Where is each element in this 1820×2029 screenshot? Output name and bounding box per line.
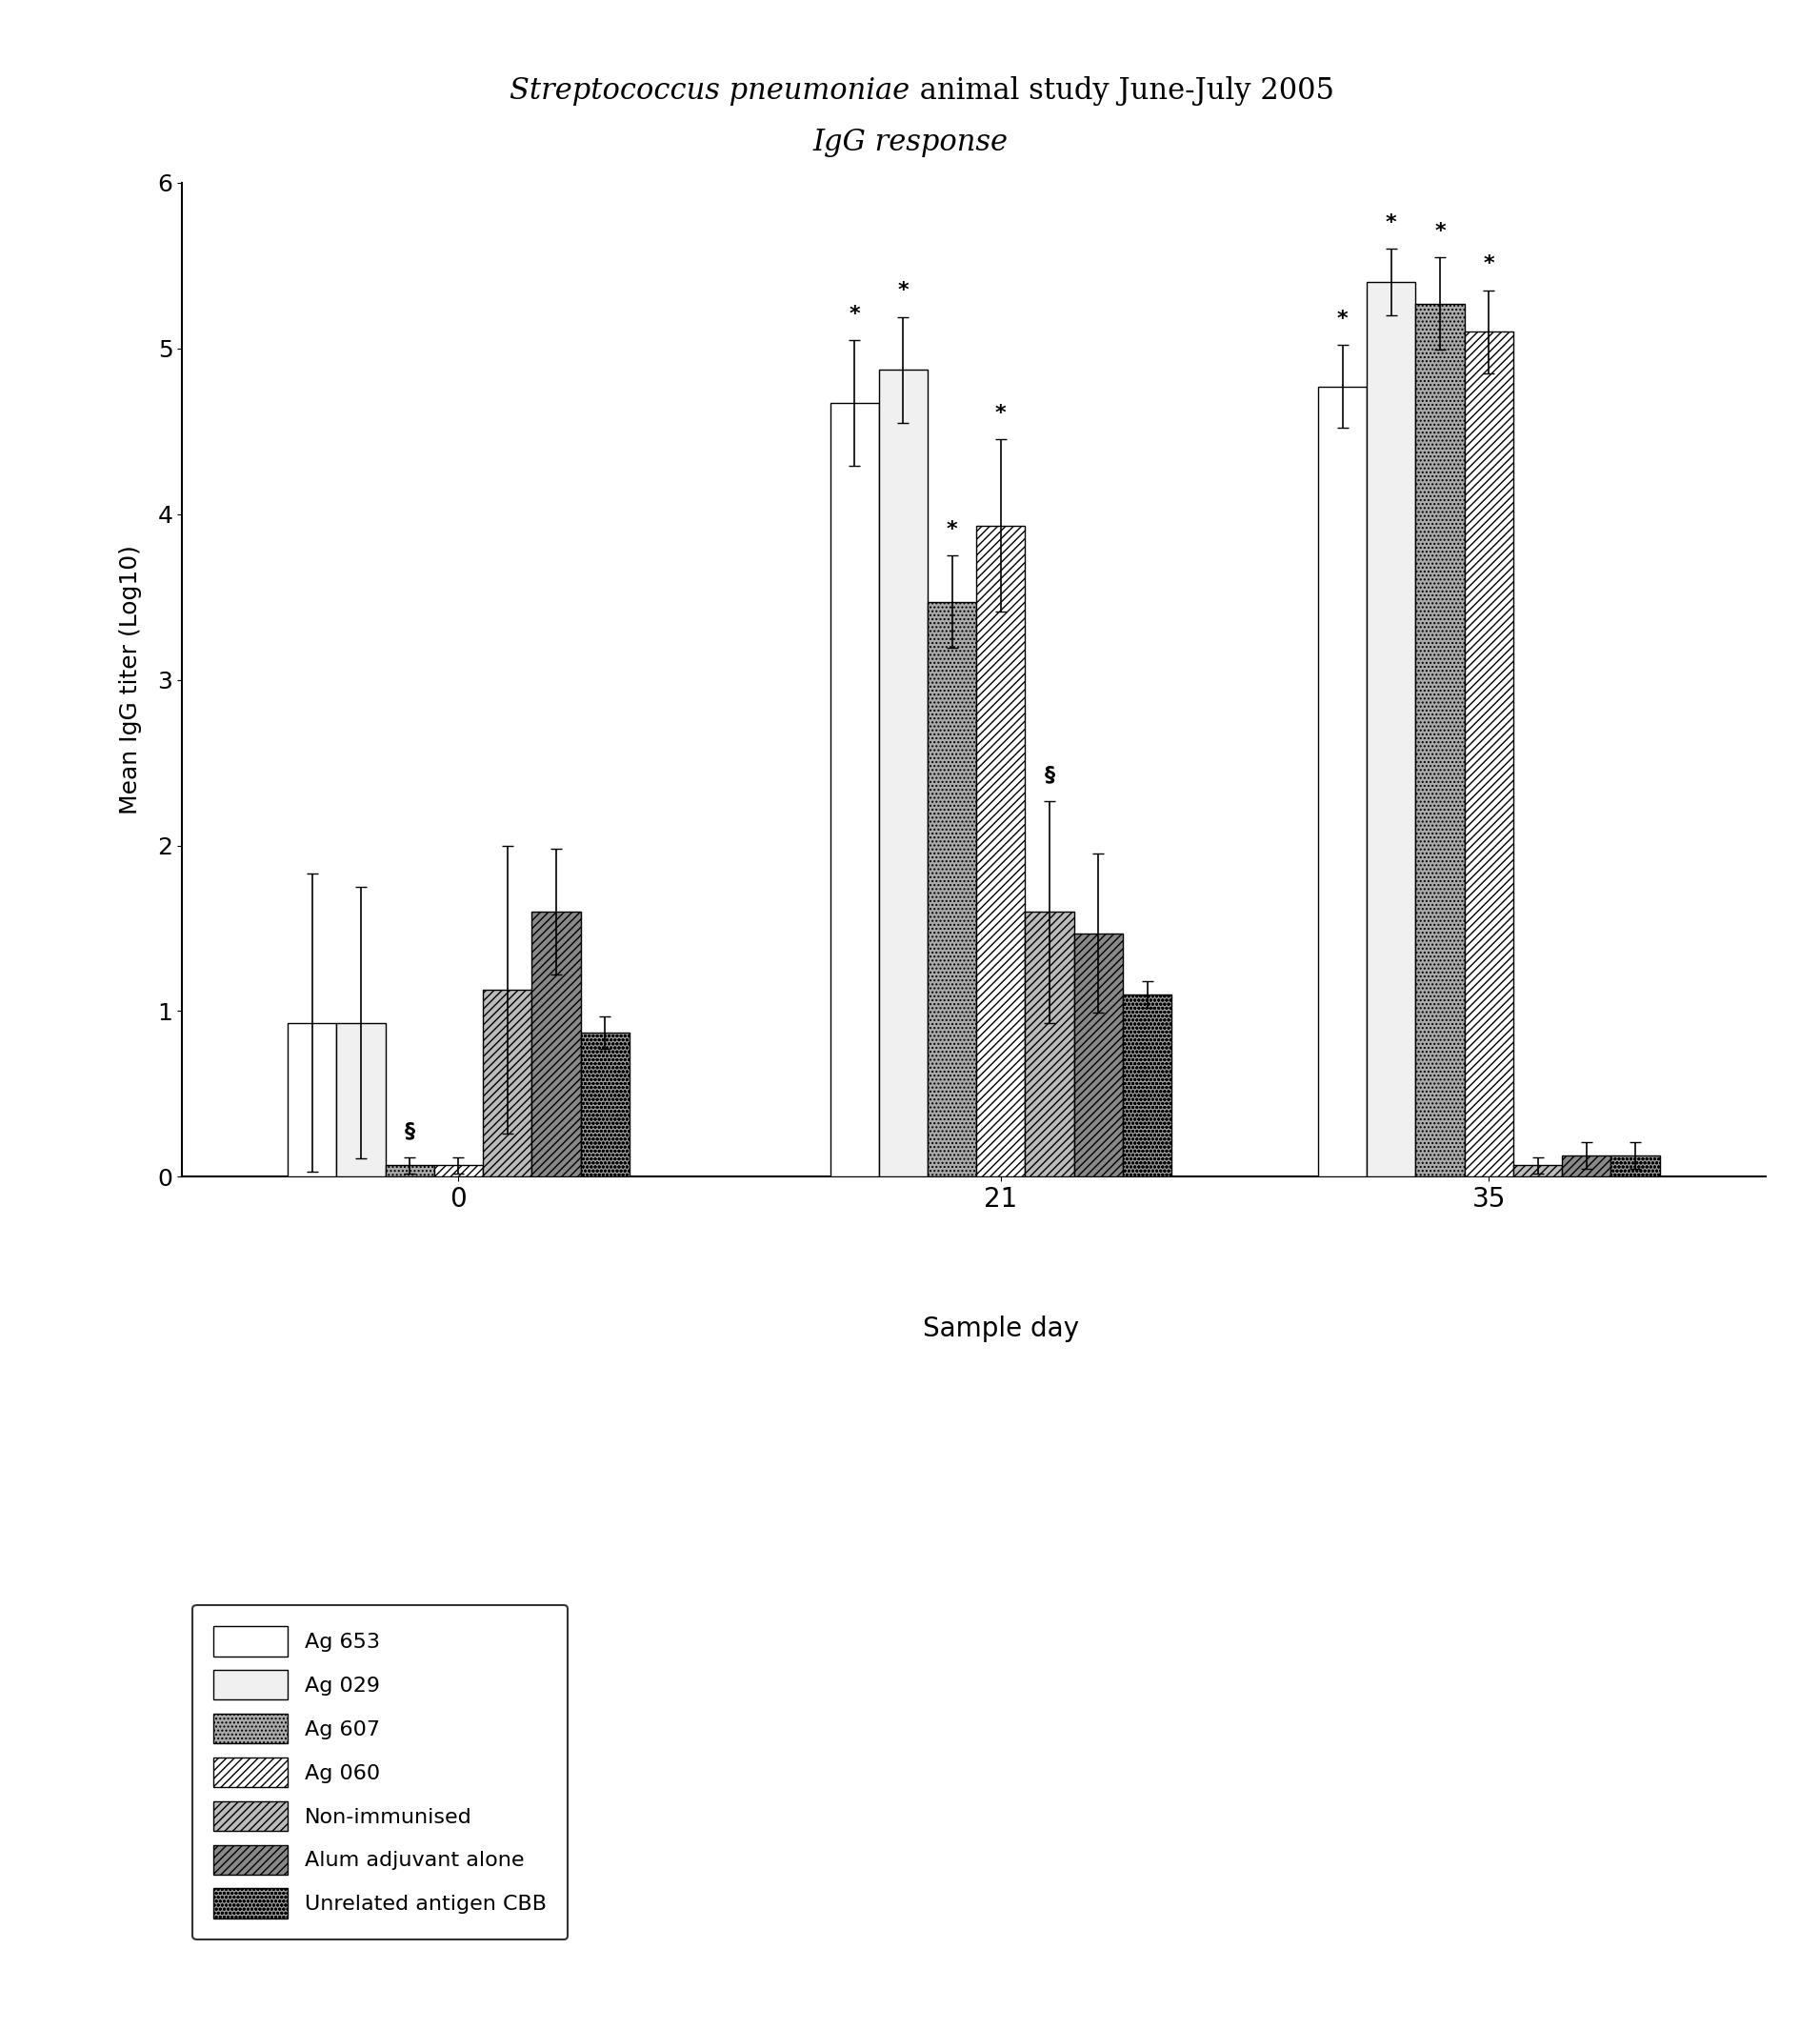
Text: §: § [404,1122,415,1140]
Bar [879,369,928,1177]
Bar [1611,1155,1660,1177]
Bar [1512,1165,1562,1177]
Y-axis label: Mean IgG titer (Log10): Mean IgG titer (Log10) [118,546,142,814]
Text: *: * [946,519,957,540]
Bar [288,1023,337,1177]
Text: *: * [1338,308,1349,329]
Text: *: * [996,404,1006,422]
Text: IgG response: IgG response [812,128,1008,156]
Bar [1074,933,1123,1177]
Bar [1416,304,1465,1177]
Text: *: * [897,282,908,300]
Text: §: § [1045,765,1056,783]
Bar [1318,386,1367,1177]
Text: Streptococcus pneumoniae: Streptococcus pneumoniae [510,77,910,106]
Bar [482,990,531,1177]
Text: Sample day: Sample day [923,1315,1079,1343]
Bar [928,603,976,1177]
Bar [1123,994,1172,1177]
Bar [1025,911,1074,1177]
Text: *: * [1483,256,1494,274]
Text: *: * [848,304,859,323]
Bar [1465,333,1512,1177]
Bar [581,1033,630,1177]
Bar [1367,282,1416,1177]
Legend: Ag 653, Ag 029, Ag 607, Ag 060, Non-immunised, Alum adjuvant alone, Unrelated an: Ag 653, Ag 029, Ag 607, Ag 060, Non-immu… [193,1605,568,1940]
Bar [531,911,581,1177]
Bar [386,1165,435,1177]
Text: *: * [1385,213,1396,233]
Bar [337,1023,386,1177]
Text: *: * [1434,221,1445,241]
Bar [1562,1155,1611,1177]
Text: animal study June-July 2005: animal study June-July 2005 [910,77,1334,106]
Bar [435,1165,482,1177]
Bar [976,526,1025,1177]
Bar [830,404,879,1177]
